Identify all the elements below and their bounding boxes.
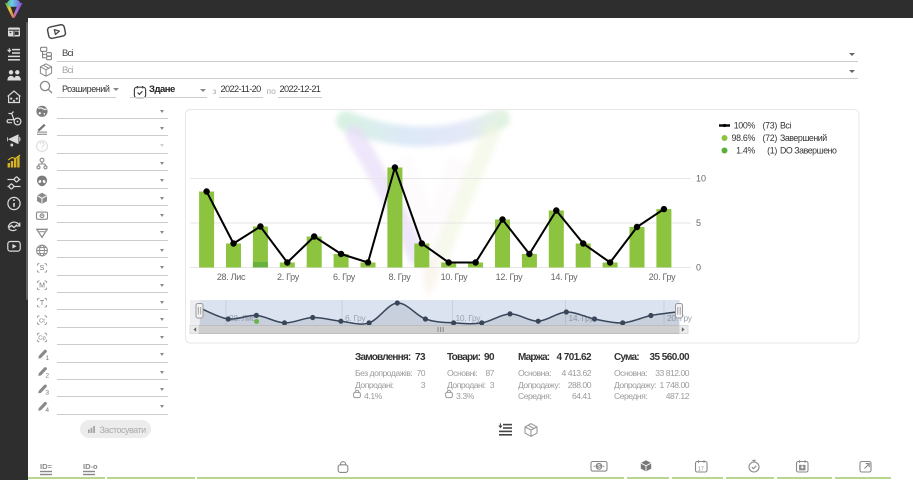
svg-text:14. Гру: 14. Гру (569, 313, 595, 323)
svg-text:Всі: Всі (780, 121, 791, 131)
svg-text:2. Гру: 2. Гру (277, 272, 300, 282)
svg-text:ID=: ID= (40, 462, 53, 471)
svg-text:T: T (40, 300, 45, 307)
svg-text:5: 5 (696, 218, 701, 228)
svg-text:12. Гру: 12. Гру (496, 272, 523, 282)
svg-text:20. Гру: 20. Гру (649, 272, 676, 282)
svg-text:17: 17 (698, 467, 704, 473)
svg-text:1.4%: 1.4% (736, 146, 755, 156)
svg-text:100%: 100% (734, 121, 756, 131)
svg-text:(72): (72) (763, 133, 778, 143)
svg-text:4: 4 (45, 407, 49, 414)
svg-text:ID-o: ID-o (83, 462, 98, 471)
svg-text:(1): (1) (767, 146, 777, 156)
svg-text:98.6%: 98.6% (732, 133, 756, 143)
svg-text:8. Гру: 8. Гру (389, 272, 412, 282)
svg-text:6. Гру: 6. Гру (333, 272, 356, 282)
svg-text:(73): (73) (763, 121, 778, 131)
svg-text:6. Гру: 6. Гру (345, 313, 366, 323)
svg-text:3: 3 (45, 390, 49, 397)
svg-text:Завершений: Завершений (780, 133, 827, 143)
svg-text:14. Гру: 14. Гру (551, 272, 578, 282)
svg-text:Cp: Cp (38, 336, 45, 342)
svg-text:M: M (39, 283, 45, 290)
svg-text:$: $ (597, 465, 601, 471)
svg-text:2: 2 (45, 372, 49, 379)
svg-text:10. Гру: 10. Гру (456, 313, 482, 323)
svg-text:Ct: Ct (39, 318, 45, 324)
svg-text:DO Завершено: DO Завершено (780, 146, 837, 156)
svg-text:10. Гру: 10. Гру (441, 272, 468, 282)
svg-text:28. Лис: 28. Лис (217, 272, 246, 282)
svg-text:S: S (40, 265, 45, 272)
svg-text:10: 10 (696, 174, 706, 184)
svg-text:1: 1 (45, 355, 49, 362)
svg-text:0: 0 (696, 263, 701, 273)
